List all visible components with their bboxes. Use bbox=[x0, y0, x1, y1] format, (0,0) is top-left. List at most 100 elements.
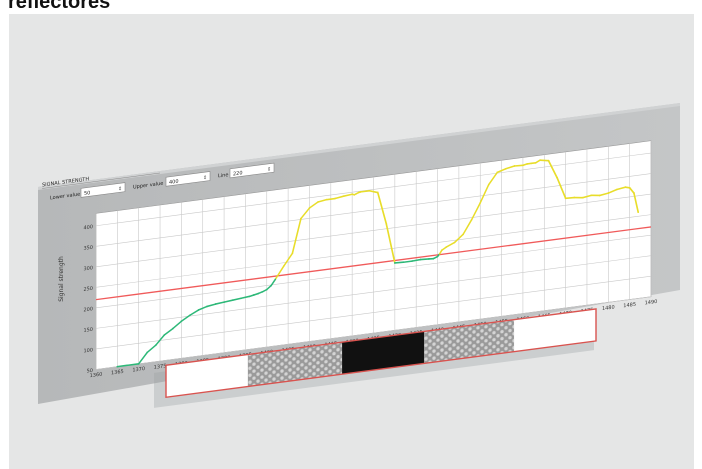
window-panel-edge bbox=[38, 103, 680, 190]
signal-point bbox=[385, 223, 388, 225]
signal-segment bbox=[411, 258, 422, 262]
line-spin-arrows-icon[interactable]: ⇕ bbox=[267, 166, 271, 173]
signal-point bbox=[394, 262, 396, 264]
signal-segment bbox=[214, 301, 225, 305]
signal-segment bbox=[368, 189, 379, 194]
signal-segment bbox=[283, 252, 294, 267]
line-value-field[interactable]: 220 bbox=[233, 170, 243, 177]
signal-point bbox=[479, 202, 482, 204]
upper-spin-arrows-icon[interactable]: ⇕ bbox=[203, 175, 207, 182]
y-axis-label: Signal strength bbox=[58, 256, 65, 302]
signal-segment bbox=[240, 295, 251, 300]
grid-lines bbox=[95, 140, 652, 370]
signal-segment bbox=[496, 167, 507, 174]
signal-point bbox=[432, 257, 435, 260]
signal-point bbox=[530, 162, 533, 165]
signal-point bbox=[436, 255, 439, 258]
strip-segment-black bbox=[342, 331, 425, 375]
signal-point bbox=[197, 309, 200, 311]
signal-point bbox=[624, 186, 627, 188]
lower-value-spinbox[interactable]: 50 ⇕ bbox=[80, 182, 126, 198]
y-tick-label: 400 bbox=[83, 224, 93, 231]
signal-point bbox=[206, 305, 208, 308]
y-tick-labels: 50 100 150 200 250 300 350 400 bbox=[83, 224, 93, 375]
strip-segment-hex bbox=[424, 319, 515, 364]
signal-segment bbox=[607, 188, 618, 194]
signal-segment bbox=[547, 159, 558, 179]
line-value-spinbox[interactable]: 220 ⇕ bbox=[229, 162, 275, 179]
signal-point bbox=[556, 176, 558, 179]
signal-segment bbox=[116, 363, 140, 368]
signal-segment bbox=[206, 303, 217, 308]
signal-segment bbox=[223, 299, 234, 303]
signal-point bbox=[261, 290, 264, 293]
signal-point bbox=[445, 246, 447, 249]
strip-border bbox=[165, 308, 597, 399]
lower-spin-arrows-icon[interactable]: ⇕ bbox=[118, 186, 122, 193]
x-tick-label: 1370 bbox=[132, 366, 145, 374]
signal-segment bbox=[146, 344, 157, 354]
signal-segment bbox=[231, 297, 242, 302]
x-tick-label: 1485 bbox=[623, 302, 636, 310]
signal-segment bbox=[453, 233, 464, 244]
signal-point bbox=[633, 192, 635, 194]
signal-point bbox=[357, 191, 360, 194]
signal-segment bbox=[445, 241, 456, 249]
signal-point bbox=[283, 265, 285, 267]
lower-value-field[interactable]: 50 bbox=[84, 190, 90, 197]
signal-point bbox=[547, 159, 550, 162]
signal-point bbox=[402, 261, 405, 264]
threshold-line bbox=[96, 226, 651, 301]
signal-point bbox=[231, 299, 234, 302]
signal-segment bbox=[317, 198, 328, 203]
signal-segment bbox=[556, 176, 567, 200]
signal-segment bbox=[628, 187, 635, 194]
signal-point bbox=[317, 201, 319, 203]
y-tick-label: 200 bbox=[83, 306, 93, 313]
upper-value-spinbox[interactable]: 400 ⇕ bbox=[165, 171, 211, 187]
signal-point bbox=[223, 301, 225, 303]
signal-point bbox=[154, 344, 157, 346]
x-tick-label: 1365 bbox=[111, 369, 124, 377]
signal-points bbox=[116, 159, 639, 368]
signal-point bbox=[573, 196, 575, 199]
signal-segment bbox=[441, 246, 447, 252]
signal-segment bbox=[462, 218, 473, 236]
signal-point bbox=[214, 303, 217, 305]
signal-segment bbox=[334, 195, 345, 200]
signal-point bbox=[172, 327, 174, 330]
signal-segment bbox=[270, 278, 277, 287]
signal-point bbox=[359, 191, 362, 193]
signal-segment bbox=[189, 309, 200, 317]
signal-point bbox=[581, 196, 584, 199]
signal-point bbox=[180, 320, 183, 323]
signal-point bbox=[355, 192, 358, 195]
signal-segment bbox=[487, 171, 499, 186]
signal-segment bbox=[385, 223, 396, 264]
signal-point bbox=[351, 193, 353, 196]
signal-point bbox=[428, 258, 430, 260]
y-tick-label: 50 bbox=[87, 368, 93, 375]
signal-point bbox=[590, 194, 593, 197]
signal-point bbox=[248, 295, 251, 298]
x-tick-label: 1480 bbox=[602, 304, 615, 312]
signal-segment bbox=[590, 194, 601, 197]
signal-segment bbox=[308, 201, 319, 209]
signal-point bbox=[513, 165, 516, 167]
signal-point bbox=[376, 191, 379, 194]
upper-value-field[interactable]: 400 bbox=[169, 179, 179, 186]
y-tick-label: 100 bbox=[83, 347, 93, 354]
signal-point bbox=[598, 194, 601, 197]
y-tick-label: 300 bbox=[83, 265, 93, 272]
signal-point bbox=[470, 218, 473, 221]
signal-point bbox=[253, 294, 255, 296]
signal-segment bbox=[581, 194, 593, 199]
signal-point bbox=[300, 217, 302, 220]
signal-point bbox=[189, 314, 191, 317]
signal-segment bbox=[564, 196, 575, 200]
signal-segment bbox=[325, 197, 336, 201]
signal-point bbox=[137, 363, 140, 365]
signal-segment bbox=[479, 183, 490, 204]
signal-point bbox=[291, 252, 294, 255]
signal-point bbox=[534, 161, 537, 164]
